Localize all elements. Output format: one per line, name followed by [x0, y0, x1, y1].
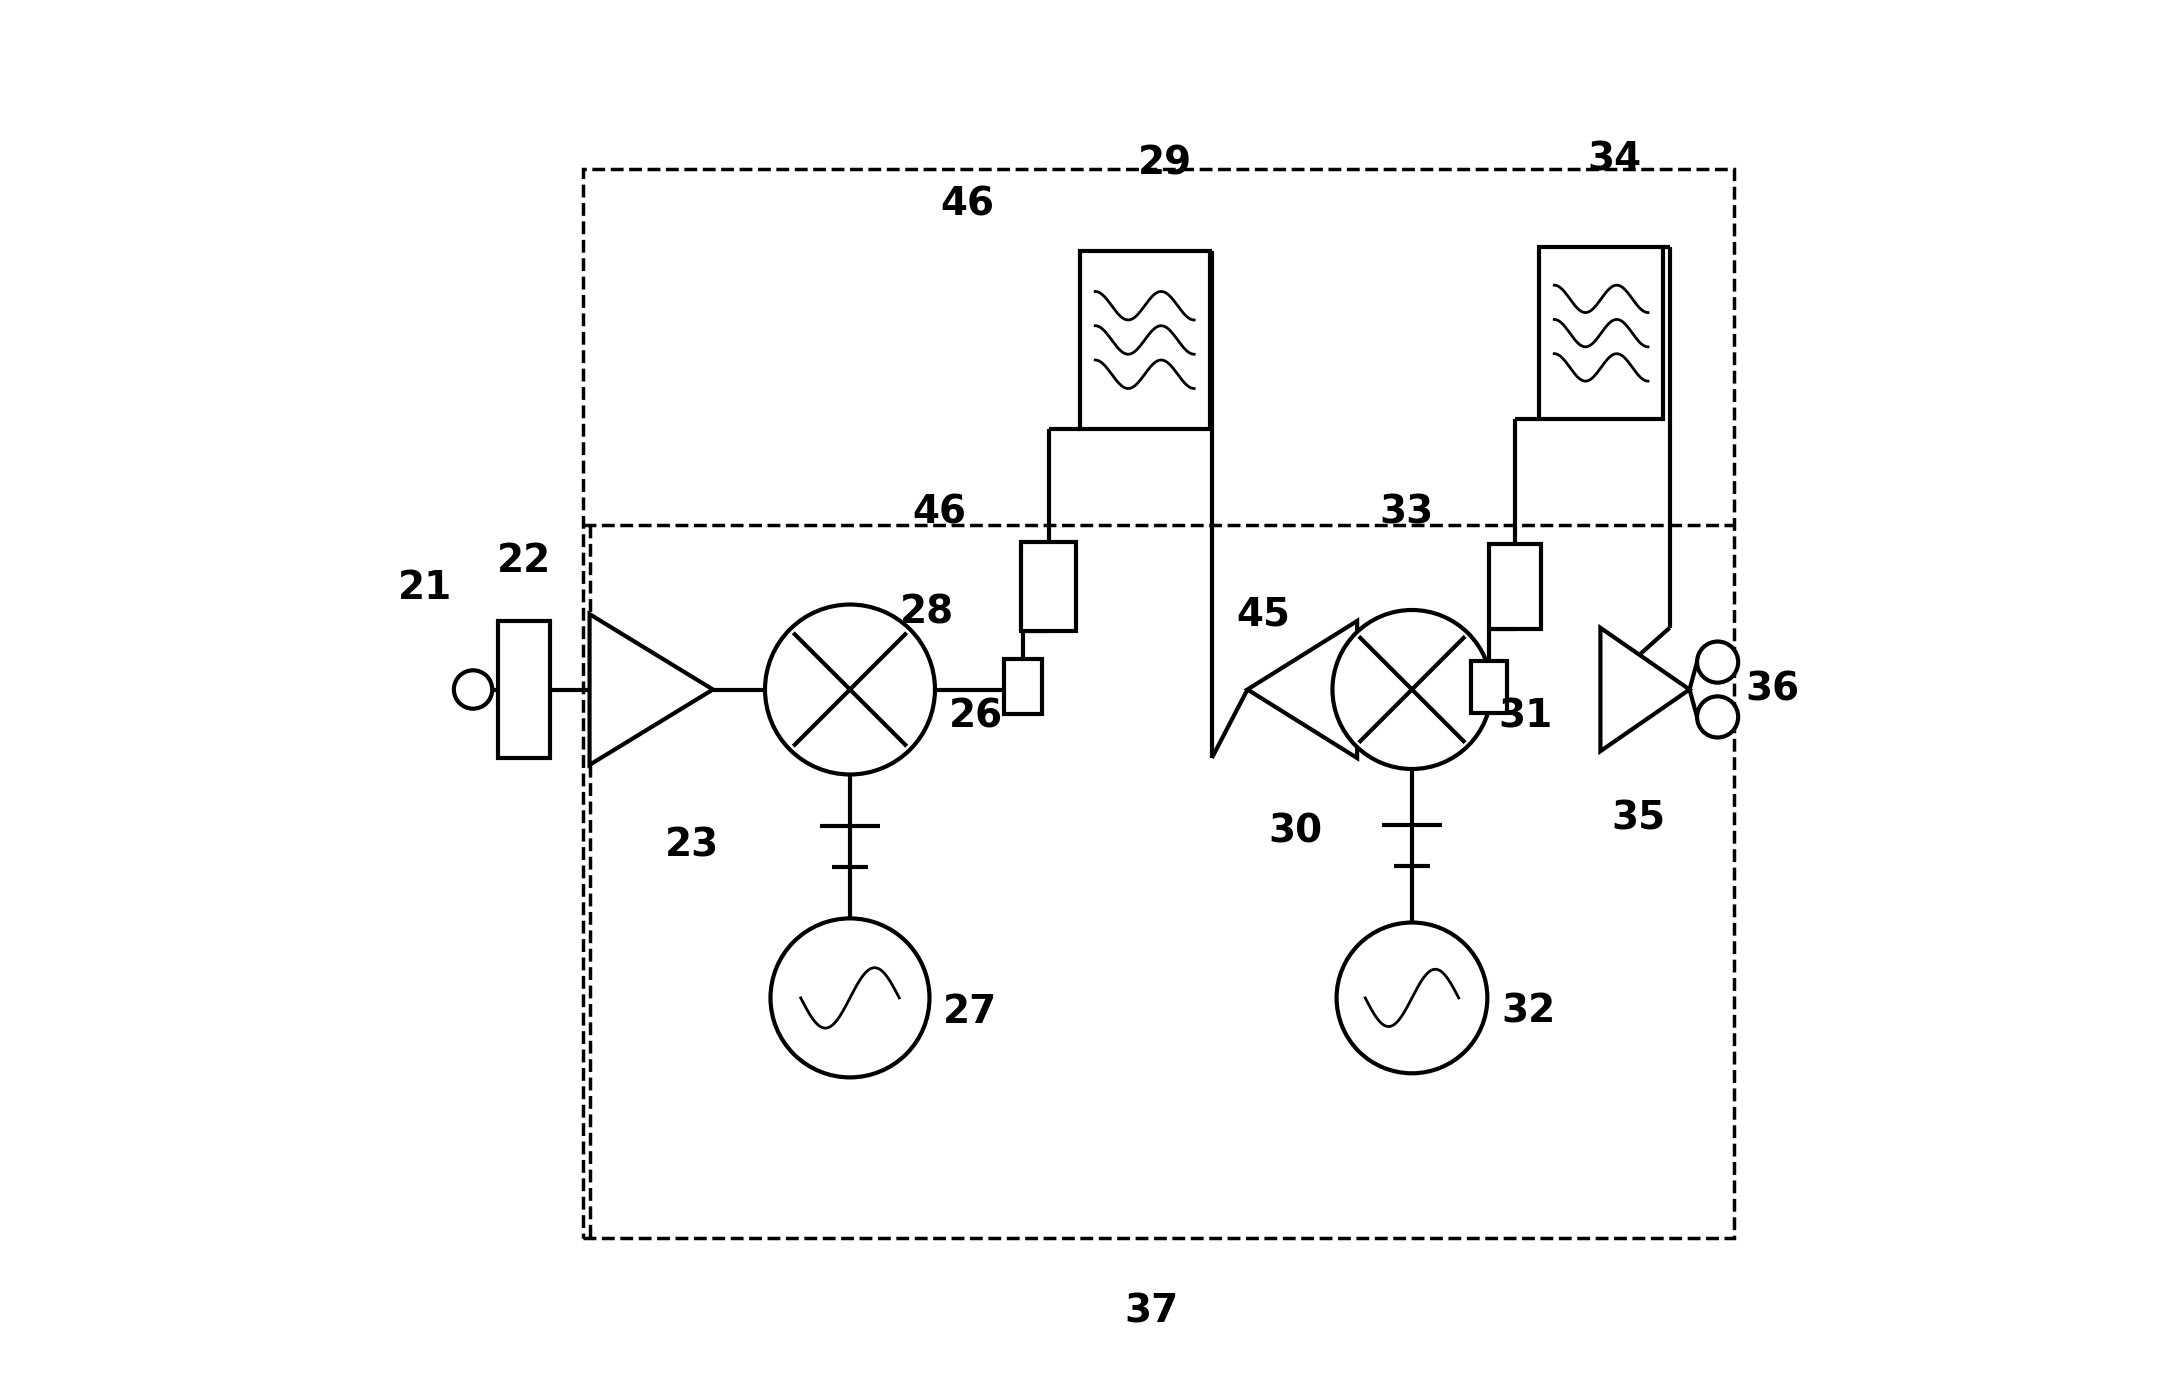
Bar	[1471, 661, 1508, 713]
Polygon shape	[1601, 627, 1689, 752]
Text: 30: 30	[1269, 812, 1323, 851]
Polygon shape	[1248, 621, 1358, 758]
Bar	[1540, 247, 1663, 419]
Text: 34: 34	[1588, 141, 1642, 179]
Text: 26: 26	[949, 698, 1003, 736]
Text: 33: 33	[1380, 494, 1434, 532]
Circle shape	[1336, 923, 1488, 1073]
Text: 21: 21	[399, 570, 453, 607]
Text: 36: 36	[1746, 670, 1800, 709]
Text: 37: 37	[1124, 1292, 1178, 1331]
Text: 46: 46	[912, 494, 966, 532]
Text: 27: 27	[942, 993, 996, 1030]
Text: 23: 23	[665, 826, 719, 865]
Circle shape	[771, 918, 929, 1077]
Text: 46: 46	[940, 185, 994, 223]
Bar	[583, 168, 1735, 1238]
Polygon shape	[589, 614, 713, 765]
Text: 45: 45	[1237, 596, 1291, 633]
Circle shape	[1696, 696, 1737, 738]
Text: 28: 28	[901, 594, 955, 632]
Circle shape	[765, 604, 936, 775]
Bar	[1022, 542, 1077, 632]
Text: 29: 29	[1137, 145, 1191, 182]
Circle shape	[1332, 610, 1492, 769]
Text: 35: 35	[1612, 800, 1666, 837]
Bar	[1003, 659, 1042, 714]
Bar	[1488, 545, 1540, 629]
Circle shape	[455, 670, 492, 709]
Text: 32: 32	[1501, 993, 1555, 1030]
Bar	[498, 621, 550, 758]
Circle shape	[1696, 641, 1737, 683]
Text: 22: 22	[496, 542, 550, 579]
Bar	[1079, 251, 1211, 429]
Text: 31: 31	[1499, 698, 1553, 736]
